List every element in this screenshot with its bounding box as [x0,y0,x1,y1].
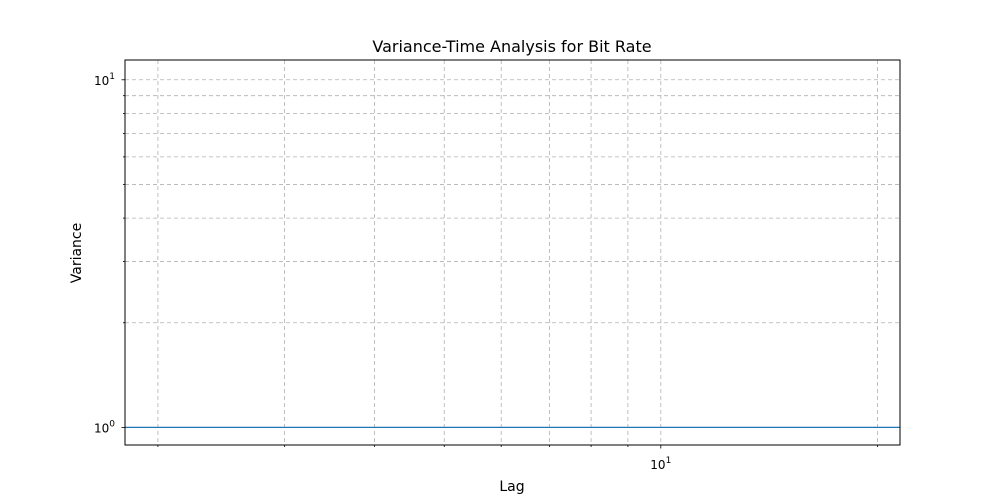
y-tick-label: 100 [94,419,115,435]
chart-title: Variance-Time Analysis for Bit Rate [372,37,651,56]
x-axis-label: Lag [499,479,524,495]
plot-frame [124,59,901,446]
x-tick-label-exponent: 1 [666,456,672,466]
y-axis-label: Variance [69,223,85,283]
y-tick-label-exponent: 0 [109,419,115,429]
grid-layer [125,60,900,445]
x-tick-label: 101 [650,456,671,472]
y-tick-label: 101 [94,72,115,88]
y-tick-label-exponent: 1 [109,72,115,82]
